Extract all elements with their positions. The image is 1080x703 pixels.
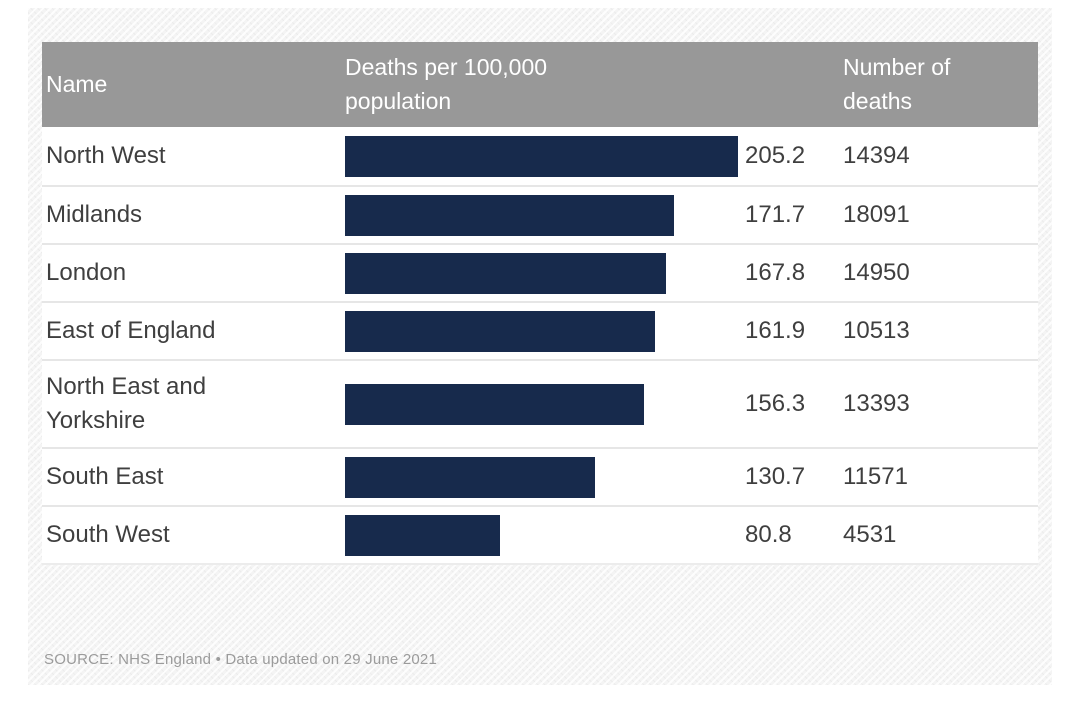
rate-value: 156.3: [745, 390, 806, 418]
header-name: Name: [46, 70, 108, 97]
bar-cell: [345, 303, 745, 359]
region-name: South East: [46, 463, 164, 491]
deaths-count: 4531: [843, 521, 897, 549]
rate-value: 167.8: [745, 259, 806, 286]
region-name: North West: [46, 141, 166, 169]
deaths-count: 14950: [843, 259, 910, 286]
bar-cell: [345, 187, 745, 243]
value-bar: [345, 310, 655, 352]
rate-value: 205.2: [745, 142, 806, 169]
table-row: Midlands 171.7 18091: [42, 185, 1038, 243]
table-row: East of England 161.9 10513: [42, 301, 1038, 359]
rate-value: 80.8: [745, 521, 792, 549]
table-row: South West 80.8 4531: [42, 505, 1038, 564]
rate-value: 171.7: [745, 201, 806, 228]
header-deaths-rate: Deaths per 100,000 population: [345, 54, 548, 114]
table-row: North West 205.2 14394: [42, 127, 1038, 185]
header-number-of-deaths: Number of deaths: [843, 54, 951, 114]
table-body: North West 205.2 14394 Midlands 171.7 18…: [42, 127, 1038, 566]
bar-cell: [345, 245, 745, 301]
rate-value: 161.9: [745, 317, 806, 344]
region-name: East of England: [46, 316, 216, 344]
deaths-count: 18091: [843, 201, 910, 228]
deaths-count: 14394: [843, 142, 910, 169]
bar-cell: [345, 507, 745, 563]
chart-panel: Name Deaths per 100,000 population Numbe…: [28, 8, 1052, 685]
value-bar: [345, 135, 738, 177]
table-row: London 167.8 14950: [42, 243, 1038, 301]
value-bar: [345, 383, 644, 425]
region-name: Midlands: [46, 200, 143, 228]
value-bar: [345, 252, 666, 294]
bar-cell: [345, 127, 745, 185]
deaths-count: 13393: [843, 390, 910, 418]
regions-table: Name Deaths per 100,000 population Numbe…: [42, 42, 1038, 566]
deaths-count: 10513: [843, 317, 910, 344]
value-bar: [345, 514, 500, 556]
region-name: London: [46, 258, 127, 286]
table-row: North East and Yorkshire 156.3 13393: [42, 359, 1038, 448]
value-bar: [345, 456, 595, 498]
value-bar: [345, 194, 674, 236]
bar-cell: [345, 449, 745, 505]
region-name: South West: [46, 521, 170, 549]
region-name: North East and Yorkshire: [46, 373, 207, 435]
rate-value: 130.7: [745, 463, 806, 491]
table-header: Name Deaths per 100,000 population Numbe…: [42, 42, 1038, 127]
deaths-count: 11571: [843, 463, 908, 491]
bar-cell: [345, 361, 745, 447]
table-row: South East 130.7 11571: [42, 447, 1038, 506]
source-note: SOURCE: NHS England • Data updated on 29…: [44, 651, 437, 668]
